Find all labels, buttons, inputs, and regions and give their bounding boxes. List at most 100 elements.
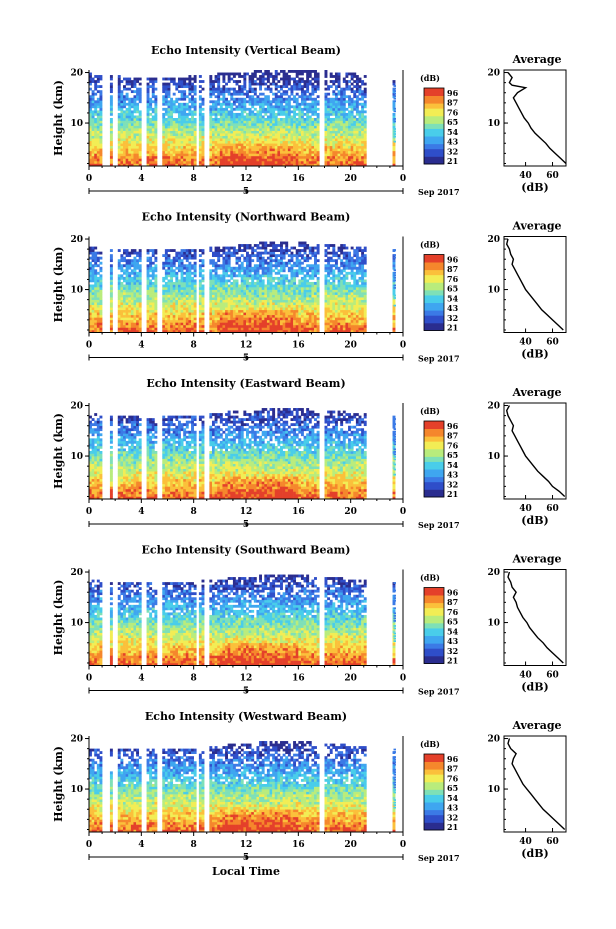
heatmap-cell bbox=[191, 312, 194, 316]
heatmap-cell bbox=[295, 70, 299, 73]
heatmap-cell bbox=[311, 87, 315, 91]
heatmap-cell bbox=[217, 125, 221, 129]
heatmap-cell bbox=[298, 72, 302, 76]
heatmap-cell bbox=[175, 135, 179, 139]
heatmap-cell bbox=[225, 118, 228, 121]
heatmap-cell bbox=[272, 319, 276, 323]
heatmap-cell bbox=[240, 87, 244, 91]
heatmap-cell bbox=[225, 279, 228, 283]
heatmap-cell bbox=[193, 120, 197, 124]
heatmap-cell bbox=[324, 125, 328, 129]
heatmap-cell bbox=[128, 261, 132, 265]
heatmap-cell bbox=[125, 158, 129, 162]
heatmap-cell bbox=[324, 107, 328, 111]
heatmap-cell bbox=[363, 140, 367, 144]
heatmap-cell bbox=[96, 133, 100, 136]
heatmap-cell bbox=[274, 307, 278, 311]
heatmap-cell bbox=[235, 123, 239, 126]
heatmap-cell bbox=[191, 158, 194, 162]
heatmap-cell bbox=[214, 307, 218, 311]
heatmap-cell bbox=[243, 92, 247, 96]
heatmap-cell bbox=[138, 138, 142, 142]
heatmap-cell bbox=[149, 249, 153, 252]
heatmap-cell bbox=[172, 118, 176, 121]
heatmap-cell bbox=[243, 123, 247, 126]
heatmap-cell bbox=[217, 287, 221, 290]
heatmap-cell bbox=[264, 246, 268, 250]
heatmap-cell bbox=[393, 120, 396, 123]
heatmap-cell bbox=[222, 297, 226, 300]
heatmap-cell bbox=[185, 102, 189, 106]
heatmap-cell bbox=[136, 302, 140, 306]
heatmap-cell bbox=[253, 292, 257, 295]
heatmap-cell bbox=[123, 112, 126, 116]
heatmap-cell bbox=[217, 317, 221, 321]
heatmap-cell bbox=[120, 130, 124, 134]
heatmap-cell bbox=[214, 130, 218, 134]
heatmap-cell bbox=[230, 150, 234, 154]
heatmap-cell bbox=[272, 287, 276, 290]
heatmap-cell bbox=[175, 150, 179, 154]
heatmap-cell bbox=[238, 256, 242, 260]
heatmap-cell bbox=[248, 292, 252, 295]
heatmap-cell bbox=[193, 266, 197, 270]
heatmap-cell bbox=[94, 312, 98, 316]
heatmap-cell bbox=[230, 112, 234, 116]
heatmap-cell bbox=[274, 133, 278, 136]
heatmap-cell bbox=[154, 329, 158, 333]
heatmap-cell bbox=[183, 319, 187, 323]
heatmap-cell bbox=[201, 130, 205, 134]
colorbar-label: (dB) bbox=[420, 73, 440, 83]
heatmap-cell bbox=[96, 312, 100, 316]
heatmap-cell bbox=[222, 307, 226, 311]
heatmap-cell bbox=[146, 312, 150, 316]
heatmap-cell bbox=[246, 269, 249, 273]
heatmap-cell bbox=[235, 120, 239, 124]
heatmap-cell bbox=[290, 150, 294, 154]
heatmap-cell bbox=[183, 329, 187, 333]
heatmap-cell bbox=[246, 128, 249, 131]
heatmap-cell bbox=[256, 317, 260, 321]
heatmap-cell bbox=[214, 284, 218, 288]
heatmap-cell bbox=[269, 75, 273, 78]
heatmap-cell bbox=[266, 312, 270, 316]
heatmap-cell bbox=[348, 163, 351, 167]
heatmap-cell bbox=[138, 140, 142, 144]
heatmap-cell bbox=[269, 249, 273, 252]
heatmap-cell bbox=[219, 274, 223, 278]
heatmap-cell bbox=[175, 287, 179, 290]
heatmap-cell bbox=[167, 307, 171, 311]
heatmap-cell bbox=[251, 158, 255, 162]
heatmap-cell bbox=[117, 292, 121, 295]
heatmap-cell bbox=[334, 100, 338, 104]
heatmap-cell bbox=[99, 110, 103, 114]
heatmap-cell bbox=[274, 140, 278, 144]
heatmap-cell bbox=[248, 135, 252, 139]
heatmap-cell bbox=[91, 327, 95, 331]
heatmap-cell bbox=[300, 145, 304, 149]
heatmap-cell bbox=[253, 143, 257, 147]
heatmap-cell bbox=[280, 317, 283, 321]
heatmap-cell bbox=[361, 80, 365, 83]
heatmap-cell bbox=[324, 135, 328, 139]
heatmap-cell bbox=[211, 322, 215, 326]
heatmap-cell bbox=[238, 317, 242, 321]
heatmap-cell bbox=[214, 281, 218, 285]
heatmap-cell bbox=[264, 302, 268, 306]
heatmap-cell bbox=[256, 329, 260, 333]
heatmap-cell bbox=[193, 107, 197, 111]
heatmap-cell bbox=[253, 160, 257, 164]
heatmap-cell bbox=[316, 120, 320, 124]
heatmap-cell bbox=[358, 145, 362, 149]
heatmap-cell bbox=[133, 128, 137, 131]
heatmap-cell bbox=[327, 130, 331, 134]
heatmap-cell bbox=[222, 284, 226, 288]
heatmap-cell bbox=[308, 118, 312, 121]
heatmap-cell bbox=[230, 125, 234, 129]
heatmap-cell bbox=[123, 271, 126, 275]
heatmap-cell bbox=[240, 112, 244, 116]
heatmap-cell bbox=[282, 163, 286, 167]
heatmap-cell bbox=[282, 299, 286, 303]
heatmap-cell bbox=[361, 82, 365, 86]
heatmap-cell bbox=[136, 259, 140, 263]
